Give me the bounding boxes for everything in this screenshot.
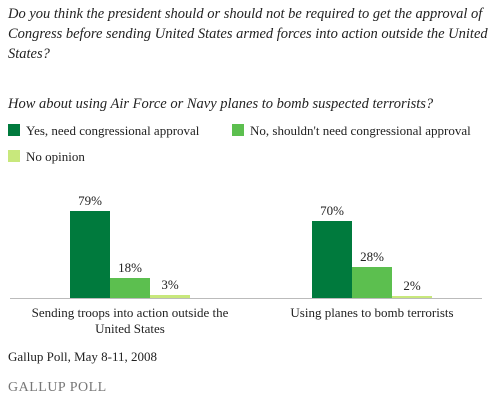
value-label: 79% (78, 193, 102, 209)
value-label: 3% (161, 276, 179, 292)
source: Gallup Poll, May 8-11, 2008 (8, 349, 158, 364)
sub-question: How about using Air Force or Navy planes… (8, 96, 434, 112)
value-label: 28% (360, 249, 384, 265)
baseline (10, 298, 482, 299)
value-label: 18% (118, 260, 142, 276)
category-label: Sending troops into action outside the U… (31, 305, 229, 336)
question: Do you think the president should or sho… (8, 6, 488, 62)
category-label: Using planes to bomb terrorists (290, 305, 454, 320)
logo: GALLUP POLL (8, 380, 107, 395)
bar (312, 221, 352, 298)
legend-swatch (8, 150, 20, 162)
bar (392, 295, 432, 298)
value-label: 2% (403, 277, 421, 293)
legend-label: No, shouldn't need congressional approva… (250, 123, 471, 138)
bar (110, 278, 150, 298)
legend-swatch (232, 124, 244, 136)
bar (150, 294, 190, 298)
legend-label: Yes, need congressional approval (26, 123, 200, 138)
legend-label: No opinion (26, 149, 85, 164)
legend-swatch (8, 124, 20, 136)
bar (352, 267, 392, 298)
bar (70, 211, 110, 298)
value-label: 70% (320, 203, 344, 218)
